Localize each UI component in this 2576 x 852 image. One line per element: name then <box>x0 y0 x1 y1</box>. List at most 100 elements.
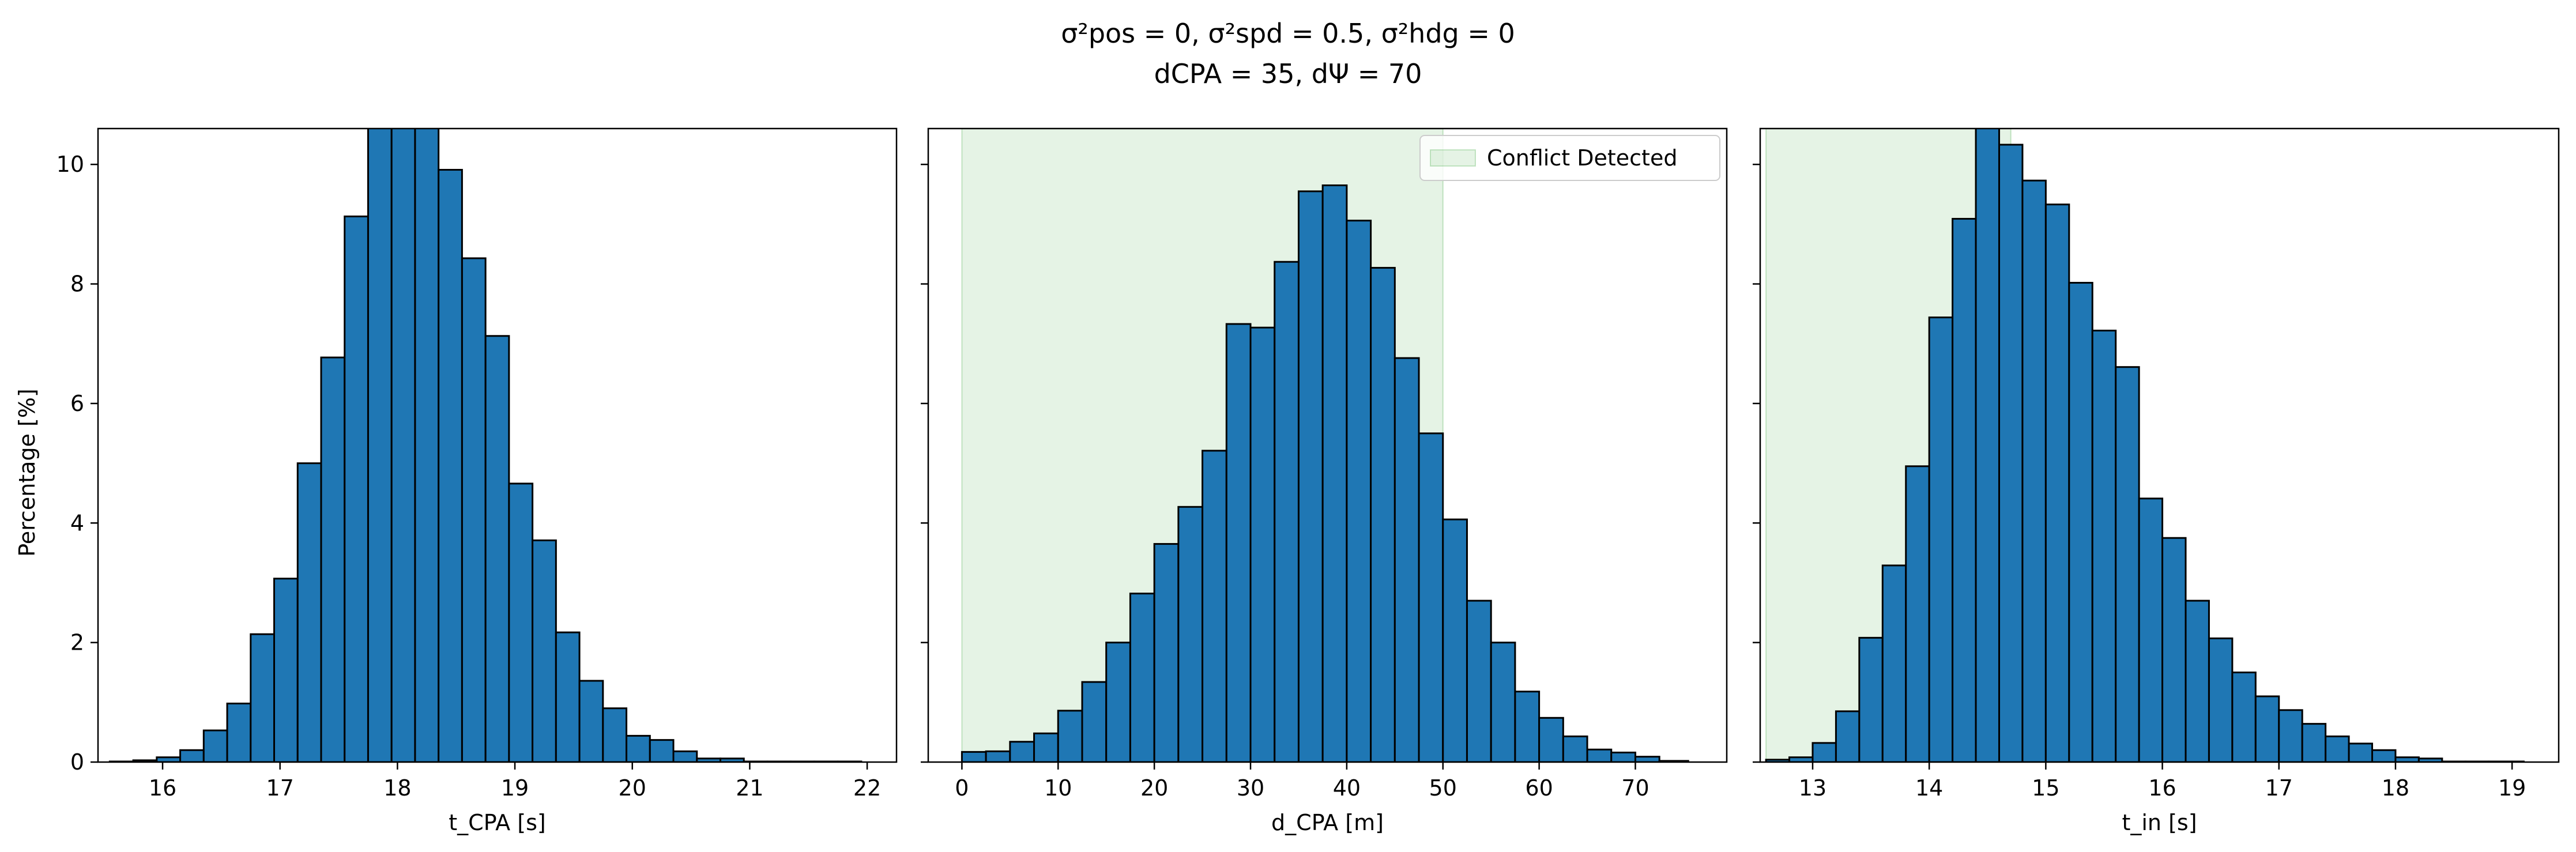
x-tick-label: 0 <box>955 775 969 801</box>
x-tick-label: 20 <box>619 775 646 801</box>
plot-area <box>1765 129 2525 762</box>
histogram-bar <box>2325 735 2350 762</box>
x-tick-label: 17 <box>2265 775 2293 801</box>
y-tick-label: 10 <box>57 152 84 177</box>
x-tick-label: 16 <box>2148 775 2176 801</box>
histogram-bar <box>414 129 440 762</box>
histogram-bar <box>179 749 205 762</box>
legend: Conflict Detected <box>1419 135 1720 181</box>
x-tick-label: 13 <box>1799 775 1826 801</box>
histogram-bar <box>1634 756 1660 762</box>
x-tick-label: 50 <box>1429 775 1457 801</box>
histogram-bar <box>1610 751 1636 762</box>
figure-suptitle-line2: dCPA = 35, dΨ = 70 <box>1154 58 1422 89</box>
y-tick-label: 6 <box>70 391 84 416</box>
histogram-bar <box>2417 757 2443 762</box>
x-tick-label: 30 <box>1237 775 1264 801</box>
histogram-panel-dcpa: 0 10 20 30 40 50 60 70 d_CPA [m] Conflict Detecte… <box>921 127 1728 835</box>
histogram-bar <box>1928 316 1954 762</box>
histogram-bar <box>1129 593 1155 762</box>
histogram-bar <box>1370 267 1396 762</box>
histogram-bar <box>1466 600 1492 762</box>
x-tick-label: 18 <box>2382 775 2409 801</box>
legend-box <box>1419 135 1720 181</box>
axes-frame <box>1759 127 2560 763</box>
histogram-bar <box>1081 681 1108 762</box>
histogram-bar <box>2138 497 2164 762</box>
histogram-bar <box>2044 203 2070 762</box>
histogram-bar <box>344 215 369 762</box>
histogram-bar <box>2231 671 2257 762</box>
legend-label: Conflict Detected <box>1487 145 1677 171</box>
histogram-bar <box>1177 506 1204 762</box>
histogram-panel-tcpa: 16 17 18 19 20 21 22 0 2 4 6 8 10 t_CPA [s] <box>57 127 898 835</box>
histogram-bar <box>1858 636 1884 762</box>
plot-area <box>961 129 1689 762</box>
histogram-bar <box>2161 537 2187 762</box>
x-tick-label: 21 <box>736 775 763 801</box>
histogram-bar <box>1321 184 1348 762</box>
histogram-bar <box>461 257 487 762</box>
histogram-bar <box>578 680 604 762</box>
y-axis-label: Percentage [%] <box>14 389 40 557</box>
histogram-bar <box>1490 642 1516 762</box>
histogram-bar <box>438 169 463 762</box>
histogram-bar <box>1562 735 1588 762</box>
x-tick-label: 22 <box>853 775 881 801</box>
histogram-bar <box>1812 742 1837 762</box>
histogram-bar <box>1538 717 1564 762</box>
histogram-bar <box>2371 749 2397 762</box>
histogram-bar <box>320 356 346 762</box>
histogram-bar <box>2208 637 2234 762</box>
histogram-bar <box>1202 450 1227 762</box>
histogram-bar <box>273 578 299 762</box>
x-axis-label: t_in [s] <box>2122 810 2197 835</box>
histogram-bar <box>1394 357 1420 762</box>
histogram-bar <box>1225 323 1252 762</box>
histogram-bar <box>2068 281 2093 762</box>
histogram-bar <box>508 482 534 762</box>
legend-swatch <box>1430 149 1476 167</box>
x-tick-label: 10 <box>1044 775 1072 801</box>
histogram-bar <box>602 707 628 762</box>
histogram-bar <box>1274 261 1300 762</box>
histogram-bar <box>555 631 581 762</box>
x-axis-label: d_CPA [m] <box>1271 810 1384 835</box>
histogram-bar <box>2301 723 2327 762</box>
histogram-bar <box>1998 144 2024 762</box>
x-tick-label: 15 <box>2032 775 2059 801</box>
y-tick-label: 4 <box>70 510 84 536</box>
histogram-bar <box>672 750 698 762</box>
histogram-bar <box>719 757 745 762</box>
histogram-bar <box>1881 564 1907 762</box>
histogram-bar <box>2115 366 2140 762</box>
histogram-bar <box>1586 748 1613 762</box>
plot-area <box>108 129 863 762</box>
y-tick-label: 8 <box>70 272 84 297</box>
histogram-bar <box>1057 710 1083 762</box>
histogram-bar <box>484 335 510 762</box>
histogram-bar <box>2185 600 2210 762</box>
histogram-bar <box>1975 129 2000 762</box>
y-tick-label: 0 <box>70 749 84 775</box>
histogram-bar <box>1009 741 1035 762</box>
histogram-bar <box>649 739 675 762</box>
histogram-bar <box>1105 642 1131 762</box>
histogram-bar <box>1952 218 1977 762</box>
x-axis-label: t_CPA [s] <box>449 810 545 835</box>
histogram-panel-tin: 13 14 15 16 17 18 19 t_in [s] <box>1753 127 2560 835</box>
x-tick-label: 70 <box>1621 775 1649 801</box>
histogram-bar <box>2348 742 2373 762</box>
histogram-bar <box>1249 326 1276 762</box>
histogram-bar <box>1153 543 1180 762</box>
histogram-bar <box>1514 691 1541 762</box>
histogram-bar <box>202 729 228 762</box>
x-tick-label: 40 <box>1333 775 1361 801</box>
x-tick-label: 19 <box>501 775 529 801</box>
x-tick-label: 18 <box>383 775 411 801</box>
histogram-bar <box>626 734 651 762</box>
histogram-bar <box>985 750 1011 762</box>
histogram-bar <box>1297 190 1324 762</box>
histogram-bar <box>1033 732 1059 762</box>
